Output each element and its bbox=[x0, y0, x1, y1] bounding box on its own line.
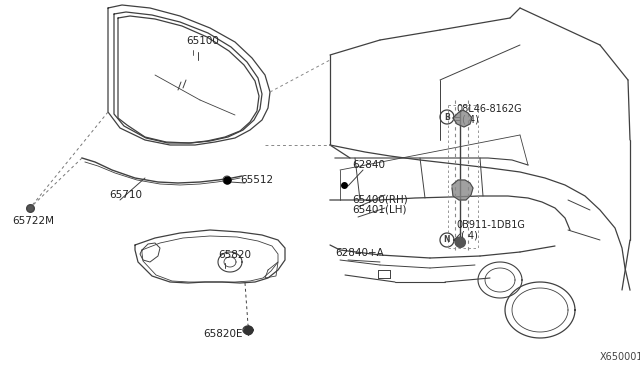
Text: ( 4): ( 4) bbox=[462, 115, 479, 125]
Text: B: B bbox=[444, 112, 450, 122]
Polygon shape bbox=[453, 110, 472, 127]
Text: N: N bbox=[444, 235, 451, 244]
Text: 0B911-1DB1G: 0B911-1DB1G bbox=[456, 220, 525, 230]
Text: X650001G: X650001G bbox=[600, 352, 640, 362]
Text: 62840+A: 62840+A bbox=[335, 248, 384, 258]
Text: 65722M: 65722M bbox=[12, 216, 54, 226]
Polygon shape bbox=[452, 180, 473, 200]
Text: 65400(RH): 65400(RH) bbox=[352, 194, 408, 204]
Text: 65512: 65512 bbox=[240, 175, 273, 185]
Text: 65820E: 65820E bbox=[203, 329, 243, 339]
Text: 65401(LH): 65401(LH) bbox=[352, 204, 406, 214]
Text: 65820: 65820 bbox=[218, 250, 251, 260]
Text: 65710: 65710 bbox=[109, 190, 142, 200]
Text: 62840: 62840 bbox=[352, 160, 385, 170]
Text: 08L46-8162G: 08L46-8162G bbox=[456, 104, 522, 114]
Text: 65100: 65100 bbox=[186, 36, 219, 46]
Text: ( 4): ( 4) bbox=[461, 231, 478, 241]
